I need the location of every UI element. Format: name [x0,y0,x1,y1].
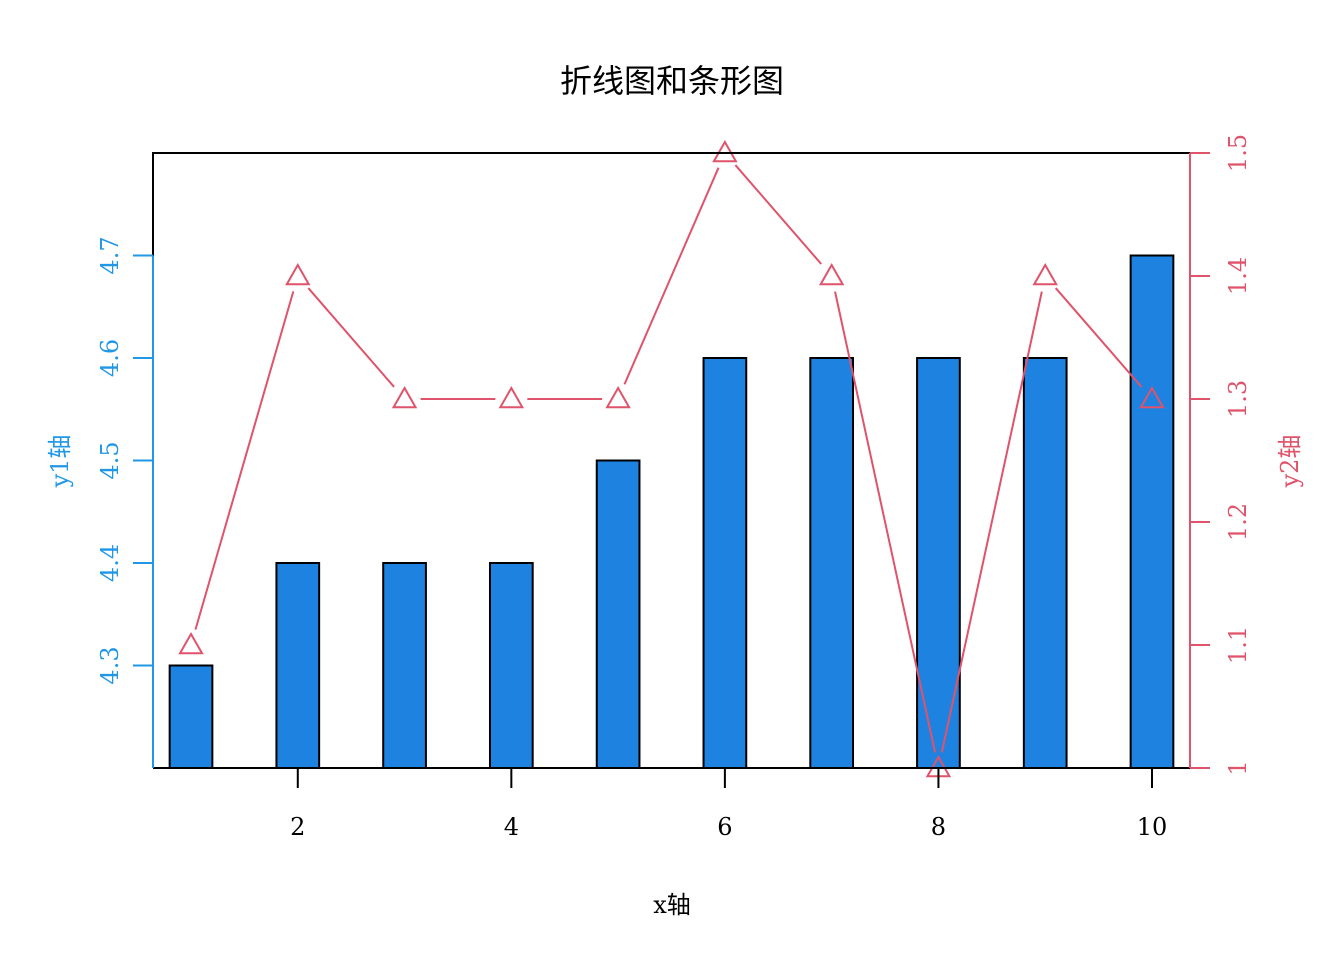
y1-tick-label: 4.6 [96,339,124,377]
bar [1129,254,1175,769]
bar [595,459,641,769]
y2-tick-label: 1.5 [1224,134,1252,172]
bar [488,562,534,769]
bar [275,562,321,769]
y2-tick-label: 1.3 [1224,380,1252,418]
x-tick-label: 2 [290,813,305,841]
x-tick-label: 10 [1137,813,1168,841]
line-point [1032,262,1058,286]
line-segment [1054,287,1143,388]
line-point [391,385,418,409]
x-tick-label: 8 [931,813,946,841]
y2-tick-label: 1.4 [1224,257,1252,295]
line-point [285,262,311,286]
line-point [1139,385,1165,409]
bar [916,357,961,769]
y2-axis-label: y2轴 [1276,435,1304,489]
bar [168,664,214,769]
chart-title: 折线图和条形图 [560,62,784,100]
x-tick-label: 6 [717,813,732,841]
y1-tick-label: 4.4 [96,544,124,582]
line-segment [940,291,1043,753]
line-segment [307,287,395,388]
bar [702,357,748,769]
line-point [605,385,631,409]
y1-tick-label: 4.5 [96,441,124,479]
line-point [818,262,845,286]
line-point [498,385,525,409]
x-tick-label: 4 [504,813,519,841]
x-axis-label: x轴 [653,891,691,919]
line-segment [623,167,720,385]
line-point [712,139,738,163]
bar [809,357,855,769]
line-segment [734,164,822,265]
y1-tick-label: 4.3 [96,646,124,684]
y2-tick-label: 1.2 [1224,503,1252,541]
bar [1022,357,1068,769]
y2-tick-label: 1 [1224,760,1252,775]
line-segment [834,291,937,753]
bar [382,562,427,769]
y2-tick-label: 1.1 [1224,626,1252,664]
y1-tick-label: 4.7 [96,236,124,274]
y1-axis-label: y1轴 [46,435,74,489]
line-point [178,631,204,655]
line-segment [194,291,295,630]
